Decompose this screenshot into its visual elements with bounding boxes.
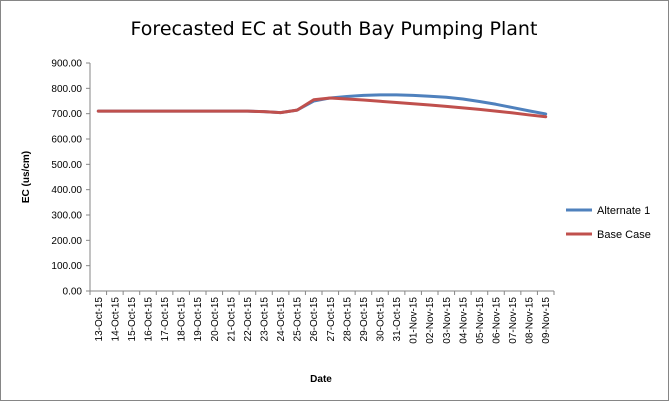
x-tick-label: 04-Nov-15 <box>458 297 469 344</box>
x-tick-label: 05-Nov-15 <box>475 297 486 344</box>
x-tick-label: 26-Oct-15 <box>309 297 320 342</box>
x-tick-label: 15-Oct-15 <box>127 297 138 342</box>
x-tick-label: 28-Oct-15 <box>342 297 353 342</box>
y-axis-title: EC (us/cm) <box>21 151 32 203</box>
x-tick-label: 16-Oct-15 <box>144 297 155 342</box>
x-tick-label: 19-Oct-15 <box>193 297 204 342</box>
y-tick-label: 0.00 <box>63 287 83 298</box>
x-tick-label: 30-Oct-15 <box>376 297 387 342</box>
y-tick-label: 800.00 <box>51 84 82 95</box>
x-tick-label: 21-Oct-15 <box>226 297 237 342</box>
y-tick-label: 400.00 <box>51 185 82 196</box>
x-tick-label: 20-Oct-15 <box>210 297 221 342</box>
x-tick-label: 06-Nov-15 <box>492 297 503 344</box>
x-tick-label: 14-Oct-15 <box>110 297 121 342</box>
x-tick-label: 24-Oct-15 <box>276 297 287 342</box>
y-tick-label: 500.00 <box>51 160 82 171</box>
x-tick-label: 29-Oct-15 <box>359 297 370 342</box>
x-tick-label: 17-Oct-15 <box>160 297 171 342</box>
x-tick-label: 13-Oct-15 <box>94 297 105 342</box>
y-tick-label: 200.00 <box>51 236 82 247</box>
legend-label: Alternate 1 <box>597 205 650 217</box>
x-tick-label: 03-Nov-15 <box>442 297 453 344</box>
series-line-base-case <box>96 96 548 119</box>
x-tick-label: 22-Oct-15 <box>243 297 254 342</box>
y-tick-label: 600.00 <box>51 135 82 146</box>
y-tick-label: 700.00 <box>51 109 82 120</box>
legend: Alternate 1 Base Case <box>566 205 651 241</box>
legend-label: Base Case <box>597 229 651 241</box>
x-tick-label: 27-Oct-15 <box>326 297 337 342</box>
x-tick-label: 31-Oct-15 <box>392 297 403 342</box>
x-tick-label: 18-Oct-15 <box>177 297 188 342</box>
x-tick-label: 23-Oct-15 <box>260 297 271 342</box>
y-axis-ticks: 0.00 100.00 200.00 300.00 400.00 500.00 600.00… <box>51 59 90 298</box>
x-tick-label: 07-Nov-15 <box>508 297 519 344</box>
x-tick-label: 02-Nov-15 <box>425 297 436 344</box>
x-tick-label: 25-Oct-15 <box>293 297 304 342</box>
x-axis-title: Date <box>310 374 332 385</box>
y-tick-label: 300.00 <box>51 211 82 222</box>
series-lines <box>96 93 548 119</box>
x-tick-label: 01-Nov-15 <box>409 297 420 344</box>
x-tick-label: 09-Nov-15 <box>541 297 552 344</box>
x-axis-ticks: 13-Oct-15 14-Oct-15 15-Oct-15 16-Oct-15 17-O… <box>89 291 555 344</box>
chart-title: Forecasted EC at South Bay Pumping Plant <box>131 18 538 40</box>
y-tick-label: 100.00 <box>51 261 82 272</box>
x-tick-label: 08-Nov-15 <box>525 297 536 344</box>
y-tick-label: 900.00 <box>51 59 82 70</box>
